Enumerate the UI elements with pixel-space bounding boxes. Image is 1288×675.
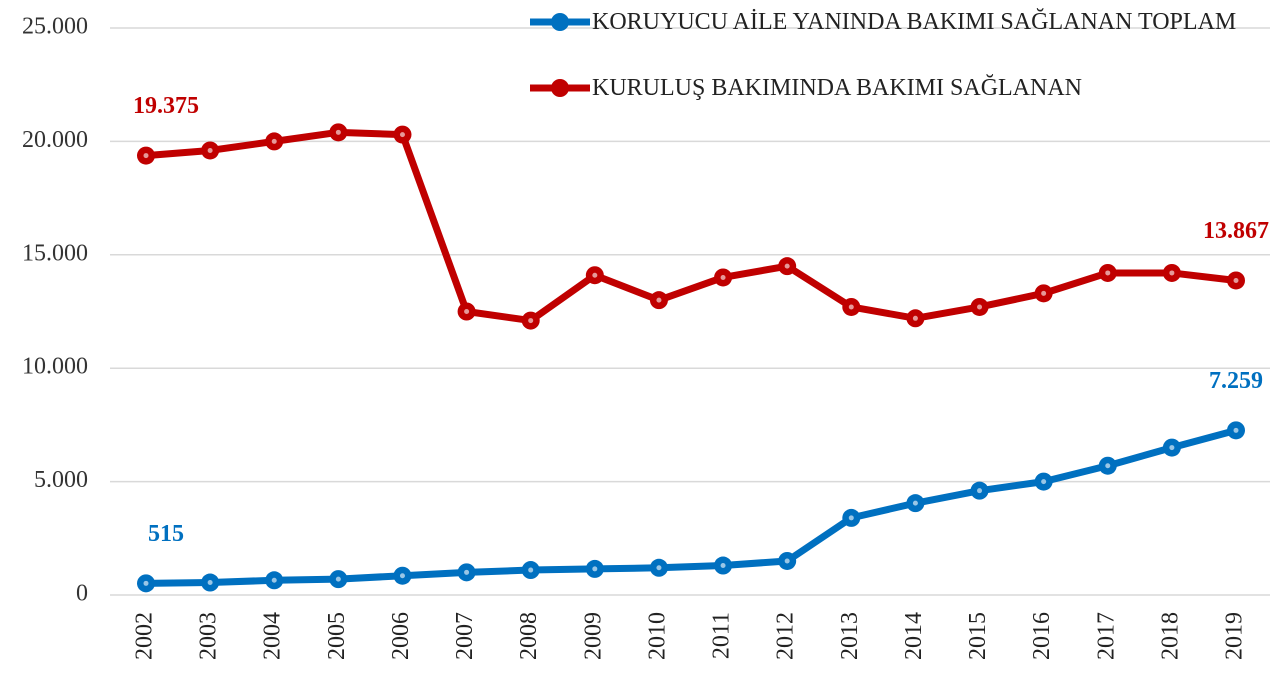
point-center — [464, 309, 470, 314]
point-center — [1169, 270, 1175, 276]
x-tick-label: 2013 — [837, 612, 863, 660]
data-label: 7.259 — [1209, 368, 1263, 394]
point-center — [1041, 290, 1047, 296]
point-center — [271, 138, 277, 144]
point-center — [335, 129, 341, 135]
x-tick-label: 2019 — [1222, 612, 1248, 660]
point-center — [399, 132, 405, 138]
point-center — [143, 153, 149, 159]
point-center — [784, 558, 790, 564]
point-center — [912, 500, 918, 506]
series-line — [145, 426, 1237, 587]
x-tick-label: 2003 — [196, 612, 222, 660]
point-center — [848, 515, 854, 521]
point-center — [1041, 479, 1047, 485]
point-center — [1233, 427, 1239, 433]
legend-label: KORUYUCU AİLE YANINDA BAKIMI SAĞLANAN TO… — [592, 9, 1237, 35]
point-center — [656, 297, 662, 303]
y-tick-label: 20.000 — [22, 127, 88, 153]
x-tick-label: 2012 — [773, 612, 799, 660]
legend-marker — [551, 13, 569, 31]
x-tick-label: 2004 — [260, 612, 286, 660]
y-tick-label: 25.000 — [22, 14, 88, 40]
point-center — [592, 566, 598, 572]
point-center — [977, 304, 983, 310]
x-tick-label: 2014 — [901, 612, 927, 660]
point-center — [1169, 445, 1175, 451]
point-center — [207, 580, 213, 586]
point-center — [784, 263, 790, 269]
x-tick-label: 2007 — [452, 612, 478, 660]
point-center — [335, 576, 341, 582]
x-tick-label: 2018 — [1157, 612, 1183, 660]
x-tick-label: 2010 — [644, 612, 670, 660]
point-center — [592, 272, 598, 278]
point-center — [464, 569, 470, 575]
point-center — [720, 274, 726, 280]
x-tick-label: 2015 — [965, 612, 991, 660]
x-tick-label: 2011 — [709, 612, 735, 659]
point-center — [399, 573, 405, 579]
legend-label: KURULUŞ BAKIMINDA BAKIMI SAĞLANAN — [592, 75, 1083, 101]
point-center — [528, 567, 534, 573]
x-tick-label: 2002 — [132, 612, 158, 660]
x-tick-label: 2008 — [516, 612, 542, 660]
point-center — [977, 488, 983, 494]
legend-marker — [551, 79, 569, 97]
point-center — [207, 147, 213, 153]
point-center — [271, 577, 277, 583]
data-label: 19.375 — [133, 93, 199, 119]
x-tick-label: 2017 — [1093, 612, 1119, 660]
point-center — [720, 563, 726, 569]
point-center — [1105, 270, 1111, 276]
x-tick-label: 2009 — [580, 612, 606, 660]
y-tick-label: 15.000 — [22, 240, 88, 266]
data-label: 13.867 — [1203, 218, 1269, 244]
point-center — [528, 318, 534, 324]
point-center — [143, 580, 149, 586]
x-tick-label: 2006 — [388, 612, 414, 660]
x-tick-label: 2005 — [324, 612, 350, 660]
series-line — [145, 128, 1237, 325]
point-center — [1233, 277, 1239, 283]
point-center — [1105, 463, 1111, 469]
y-tick-label: 10.000 — [22, 354, 88, 380]
point-center — [656, 565, 662, 571]
y-tick-label: 0 — [76, 581, 88, 607]
data-label: 515 — [148, 521, 184, 547]
x-tick-label: 2016 — [1029, 612, 1055, 660]
point-center — [848, 304, 854, 310]
point-center — [912, 315, 918, 321]
y-tick-label: 5.000 — [34, 467, 88, 493]
